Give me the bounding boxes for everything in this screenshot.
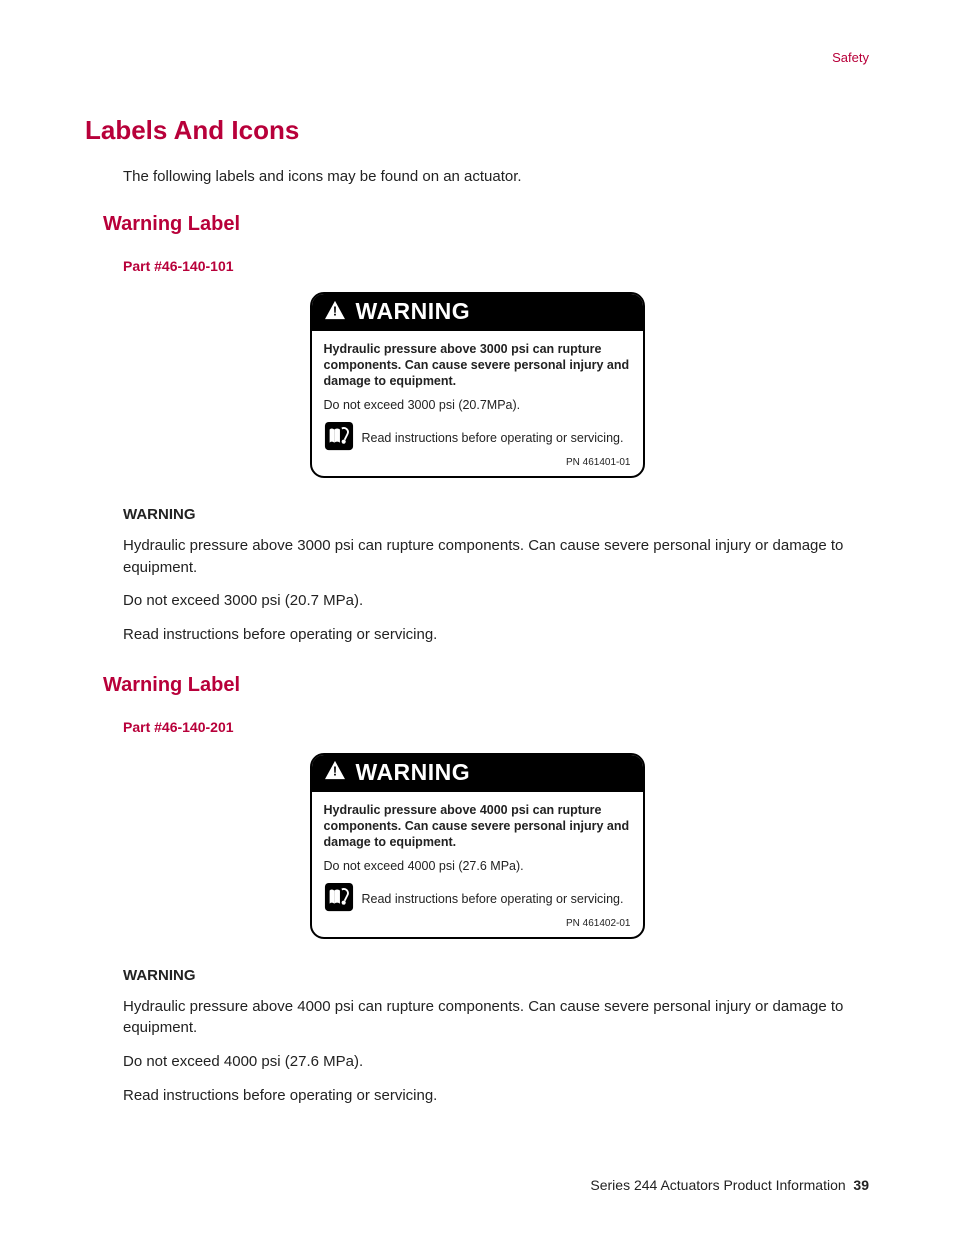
- warning-card-manual-row: Read instructions before operating or se…: [324, 882, 631, 916]
- warning-card-header-text: WARNING: [356, 298, 471, 325]
- warning-card-pn: PN 461401-01: [324, 457, 631, 470]
- warning-transcript-line: Read instructions before operating or se…: [123, 624, 869, 646]
- warning-transcript-heading: WARNING: [123, 967, 869, 984]
- warning-label-heading: Warning Label: [103, 213, 869, 236]
- part-number: Part #46-140-201: [123, 719, 869, 735]
- warning-triangle-icon: !: [324, 760, 346, 784]
- warning-transcript-line: Hydraulic pressure above 3000 psi can ru…: [123, 535, 869, 579]
- warning-card-limit-text: Do not exceed 3000 psi (20.7MPa).: [324, 397, 631, 413]
- warning-card: ! WARNING Hydraulic pressure above 4000 …: [310, 753, 645, 939]
- warning-card-header: ! WARNING: [312, 294, 643, 331]
- warning-transcript-line: Do not exceed 4000 psi (27.6 MPa).: [123, 1051, 869, 1073]
- svg-text:!: !: [332, 764, 336, 779]
- warning-transcript-line: Read instructions before operating or se…: [123, 1085, 869, 1107]
- page: Safety Labels And Icons The following la…: [0, 0, 954, 1107]
- page-footer: Series 244 Actuators Product Information…: [590, 1177, 869, 1193]
- footer-page-number: 39: [853, 1177, 869, 1193]
- warning-card-manual-row: Read instructions before operating or se…: [324, 421, 631, 455]
- warning-card-pn: PN 461402-01: [324, 918, 631, 931]
- warning-card-bold-text: Hydraulic pressure above 3000 psi can ru…: [324, 341, 631, 389]
- header-category: Safety: [85, 50, 869, 65]
- warning-card-header: ! WARNING: [312, 755, 643, 792]
- section-title: Labels And Icons: [85, 115, 869, 146]
- warning-label-heading: Warning Label: [103, 674, 869, 697]
- part-number: Part #46-140-101: [123, 258, 869, 274]
- warning-transcript-line: Do not exceed 3000 psi (20.7 MPa).: [123, 590, 869, 612]
- warning-card-limit-text: Do not exceed 4000 psi (27.6 MPa).: [324, 858, 631, 874]
- manual-icon: [324, 421, 354, 455]
- section-intro: The following labels and icons may be fo…: [123, 168, 869, 185]
- warning-card-bold-text: Hydraulic pressure above 4000 psi can ru…: [324, 802, 631, 850]
- warning-transcript-line: Hydraulic pressure above 4000 psi can ru…: [123, 996, 869, 1040]
- warning-transcript: WARNING Hydraulic pressure above 3000 ps…: [123, 506, 869, 646]
- warning-card-body: Hydraulic pressure above 3000 psi can ru…: [312, 331, 643, 476]
- warning-card-manual-text: Read instructions before operating or se…: [362, 430, 624, 446]
- warning-card: ! WARNING Hydraulic pressure above 3000 …: [310, 292, 645, 478]
- footer-doc-title: Series 244 Actuators Product Information: [590, 1177, 845, 1193]
- svg-text:!: !: [332, 303, 336, 318]
- warning-card-header-text: WARNING: [356, 759, 471, 786]
- warning-card-container: ! WARNING Hydraulic pressure above 3000 …: [85, 292, 869, 478]
- warning-triangle-icon: !: [324, 300, 346, 324]
- warning-transcript-heading: WARNING: [123, 506, 869, 523]
- manual-icon: [324, 882, 354, 916]
- warning-transcript: WARNING Hydraulic pressure above 4000 ps…: [123, 967, 869, 1107]
- warning-card-manual-text: Read instructions before operating or se…: [362, 891, 624, 907]
- warning-card-container: ! WARNING Hydraulic pressure above 4000 …: [85, 753, 869, 939]
- warning-card-body: Hydraulic pressure above 4000 psi can ru…: [312, 792, 643, 937]
